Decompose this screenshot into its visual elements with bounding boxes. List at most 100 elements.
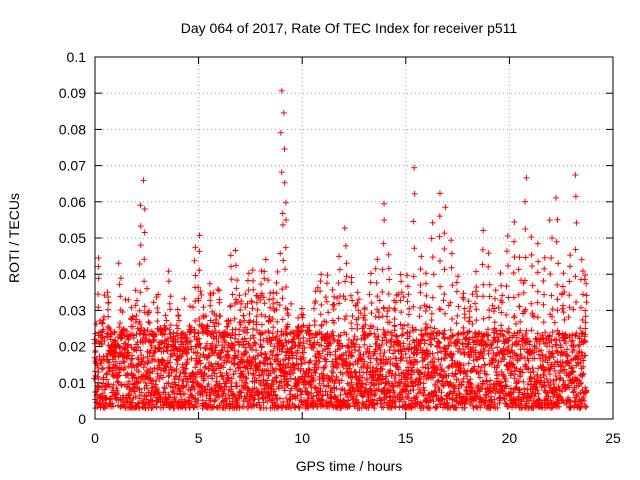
data-point [426, 304, 433, 311]
data-point [269, 396, 276, 403]
data-point [290, 370, 297, 377]
data-point [202, 345, 209, 352]
data-point [433, 343, 440, 350]
data-point [114, 387, 121, 394]
data-point [136, 395, 143, 402]
data-point [142, 373, 149, 380]
data-point [211, 388, 218, 395]
data-point [448, 361, 455, 368]
data-point [422, 280, 429, 287]
data-point [420, 392, 427, 399]
data-point [269, 316, 276, 323]
data-point [393, 292, 400, 299]
data-point [355, 307, 362, 314]
data-point [485, 347, 492, 354]
data-point [410, 273, 417, 280]
data-point [386, 382, 393, 389]
data-point [241, 384, 248, 391]
data-point [296, 379, 303, 386]
data-point [140, 355, 147, 362]
data-point [461, 349, 468, 356]
data-point [173, 367, 180, 374]
data-point [498, 358, 505, 365]
data-point [579, 330, 586, 337]
data-point [412, 358, 419, 365]
data-point [107, 336, 114, 343]
data-point [200, 304, 207, 311]
data-point [284, 381, 291, 388]
data-point [374, 336, 381, 343]
data-point [175, 382, 182, 389]
data-point [344, 344, 351, 351]
data-point [462, 387, 469, 394]
data-point [517, 318, 524, 325]
data-point [324, 272, 331, 279]
data-point [249, 332, 256, 339]
data-point [427, 396, 434, 403]
data-point [164, 336, 171, 343]
data-point [417, 282, 424, 289]
data-point [431, 325, 438, 332]
data-point [578, 379, 585, 386]
data-point [232, 360, 239, 367]
data-point [432, 389, 439, 396]
data-point [439, 396, 446, 403]
data-point [361, 358, 368, 365]
data-point [197, 288, 204, 295]
data-point [289, 344, 296, 351]
data-point [169, 401, 176, 408]
data-point [363, 381, 370, 388]
data-point [259, 330, 266, 337]
data-point [583, 403, 590, 410]
data-point [381, 331, 388, 338]
data-point [99, 365, 106, 372]
data-point [232, 262, 239, 269]
data-point [361, 341, 368, 348]
data-point [310, 377, 317, 384]
data-point [480, 281, 487, 288]
data-point [557, 393, 564, 400]
data-point [280, 330, 287, 337]
data-point [328, 389, 335, 396]
data-point [404, 322, 411, 329]
data-point [134, 297, 141, 304]
data-point [500, 333, 507, 340]
data-point [398, 278, 405, 285]
data-point [544, 359, 551, 366]
data-point [515, 338, 522, 345]
data-point [242, 304, 249, 311]
data-point [165, 373, 172, 380]
data-point [207, 302, 214, 309]
data-point [540, 335, 547, 342]
data-point [441, 291, 448, 298]
data-point [329, 286, 336, 293]
data-point [365, 404, 372, 411]
data-point [332, 378, 339, 385]
data-point [200, 314, 207, 321]
data-point [170, 338, 177, 345]
data-point [317, 311, 324, 318]
data-point [410, 218, 417, 225]
grid-lines [95, 57, 613, 419]
data-point [345, 397, 352, 404]
data-point [560, 302, 567, 309]
data-point [212, 396, 219, 403]
data-point [361, 328, 368, 335]
data-point [248, 362, 255, 369]
data-point [534, 269, 541, 276]
data-point [281, 179, 288, 186]
data-point [258, 351, 265, 358]
data-point [528, 300, 535, 307]
data-point [485, 250, 492, 257]
data-point [209, 329, 216, 336]
data-point [219, 372, 226, 379]
data-point [493, 369, 500, 376]
data-point [536, 336, 543, 343]
data-point [410, 386, 417, 393]
data-point [494, 362, 501, 369]
data-point [427, 324, 434, 331]
data-point [128, 323, 135, 330]
data-point [556, 376, 563, 383]
data-point [331, 301, 338, 308]
data-point [199, 321, 206, 328]
